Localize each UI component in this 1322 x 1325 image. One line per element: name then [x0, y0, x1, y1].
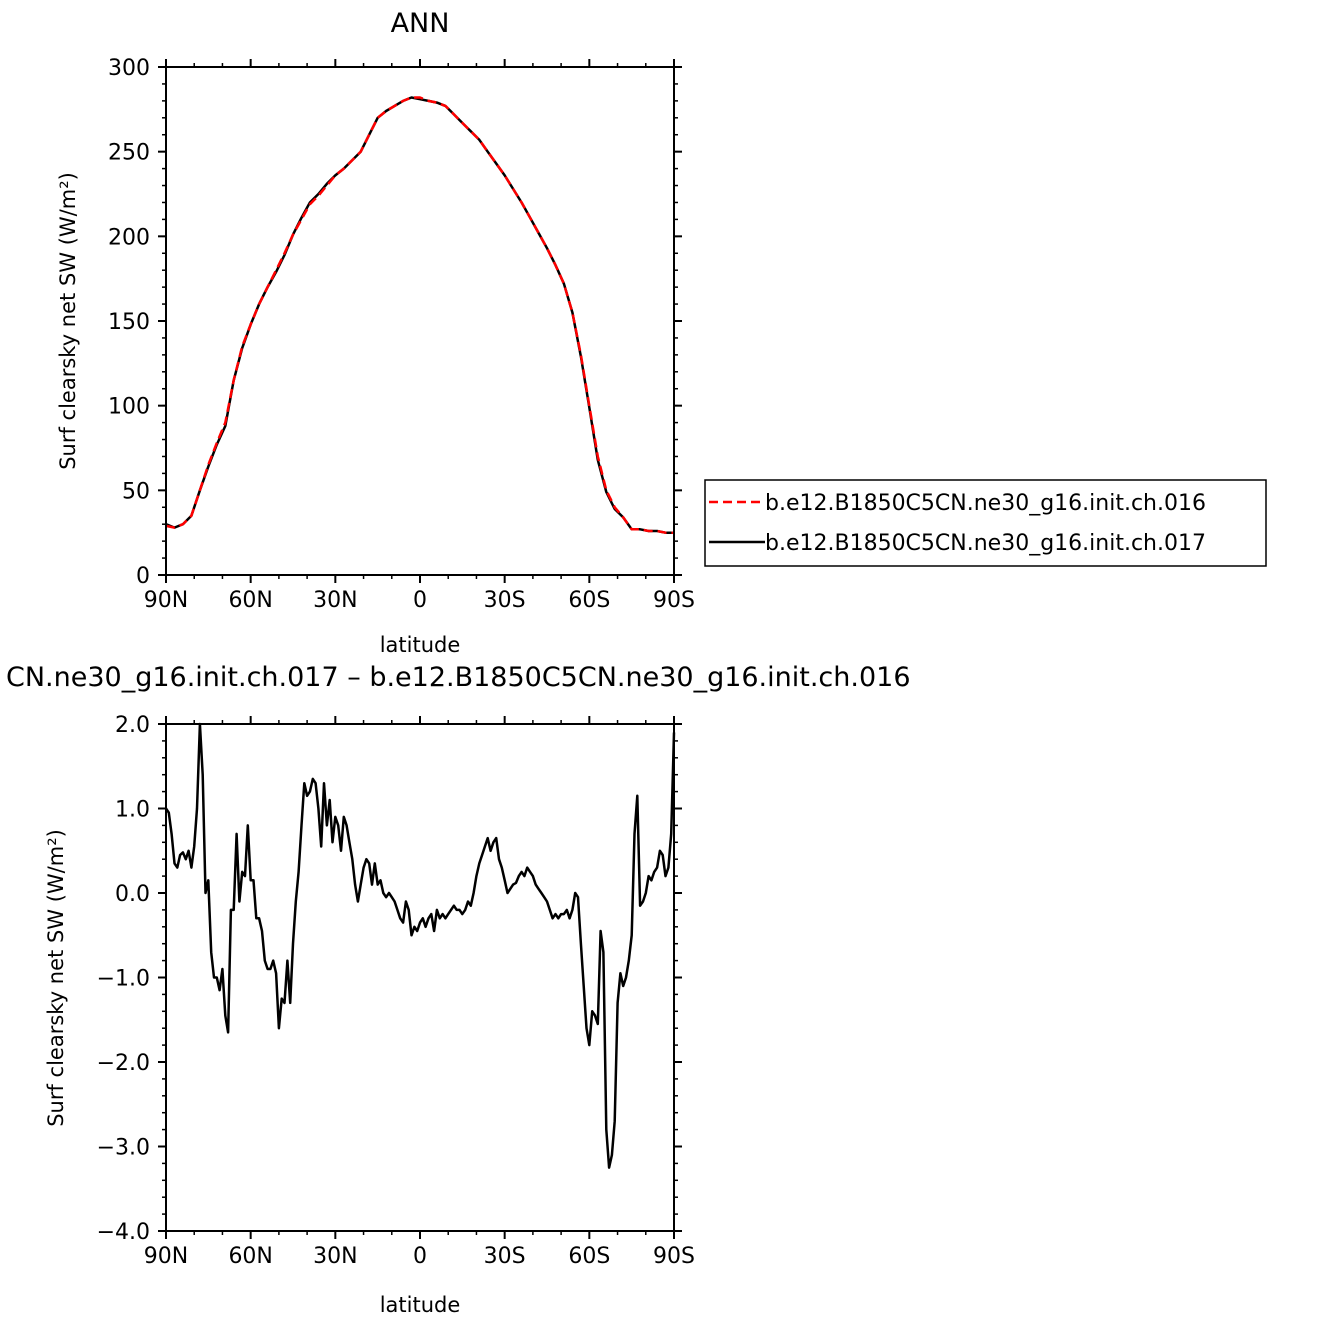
- legend-label-016: b.e12.B1850C5CN.ne30_g16.init.ch.016: [765, 491, 1206, 516]
- bottom-y-tick-label: 0.0: [115, 882, 150, 907]
- top-plot-frame: [165, 66, 675, 576]
- bottom-x-axis-label: latitude: [380, 1293, 461, 1317]
- top-series-group: [165, 96, 674, 534]
- top-y-tick-label: 50: [122, 479, 150, 504]
- bottom-y-tick-label: 1.0: [115, 798, 150, 823]
- bottom-plot-frame: [165, 723, 675, 1232]
- bottom-y-tick-label: −4.0: [97, 1220, 150, 1245]
- top-x-tick-label: 0: [413, 588, 427, 613]
- bottom-x-tick-label: 90N: [144, 1244, 188, 1269]
- bottom-x-tick-label: 0: [413, 1244, 427, 1269]
- bottom-y-axis-label: Surf clearsky net SW (W/m²): [44, 829, 68, 1127]
- legend-label-017: b.e12.B1850C5CN.ne30_g16.init.ch.017: [765, 531, 1206, 556]
- top-x-tick-label: 30N: [313, 588, 357, 613]
- top-chart-panel: ANN 90N 60N 30N 0 30S 60S 90S 0 50 100 150 200 250 30…: [56, 8, 1267, 657]
- bottom-y-tick-label: −2.0: [97, 1051, 150, 1076]
- bottom-series-line-0: [164, 722, 676, 1169]
- bottom-x-tick-label: 30S: [484, 1244, 526, 1269]
- bottom-series-group: [164, 722, 676, 1169]
- bottom-x-tick-label: 30N: [313, 1244, 357, 1269]
- legend-box: [704, 479, 1267, 567]
- top-y-tick-label: 150: [108, 310, 150, 335]
- bottom-axis-ticks: 90N 60N 30N 0 30S 60S 90S 2.0 1.0 0.0 −1.0 −2.0 −3.0…: [97, 713, 695, 1269]
- top-y-tick-label: 300: [108, 56, 150, 81]
- top-x-axis-label: latitude: [380, 633, 461, 657]
- bottom-x-tick-label: 90S: [653, 1244, 695, 1269]
- top-y-tick-label: 250: [108, 141, 150, 166]
- top-x-tick-label: 30S: [484, 588, 526, 613]
- bottom-x-tick-label: 60S: [568, 1244, 610, 1269]
- top-x-tick-label: 60N: [228, 588, 272, 613]
- top-series-line-1: [165, 96, 674, 534]
- bottom-y-tick-label: 2.0: [115, 713, 150, 738]
- top-x-tick-label: 90S: [653, 588, 695, 613]
- top-x-tick-label: 90N: [144, 588, 188, 613]
- top-y-tick-label: 200: [108, 225, 150, 250]
- top-series-line-0: [165, 96, 674, 534]
- top-x-tick-label: 60S: [568, 588, 610, 613]
- bottom-chart-panel: CN.ne30_g16.init.ch.017 – b.e12.B1850C5C…: [6, 662, 911, 1317]
- top-y-axis-label: Surf clearsky net SW (W/m²): [56, 172, 80, 470]
- top-chart-title: ANN: [391, 8, 450, 39]
- bottom-y-tick-label: −3.0: [97, 1136, 150, 1161]
- top-y-tick-label: 100: [108, 395, 150, 420]
- bottom-chart-title: CN.ne30_g16.init.ch.017 – b.e12.B1850C5C…: [6, 662, 911, 693]
- legend: b.e12.B1850C5CN.ne30_g16.init.ch.016 b.e…: [704, 479, 1267, 567]
- top-axis-ticks: 90N 60N 30N 0 30S 60S 90S 0 50 100 150 200 250 300: [108, 56, 695, 613]
- bottom-x-tick-label: 60N: [228, 1244, 272, 1269]
- top-y-tick-label: 0: [136, 564, 150, 589]
- bottom-y-tick-label: −1.0: [97, 967, 150, 992]
